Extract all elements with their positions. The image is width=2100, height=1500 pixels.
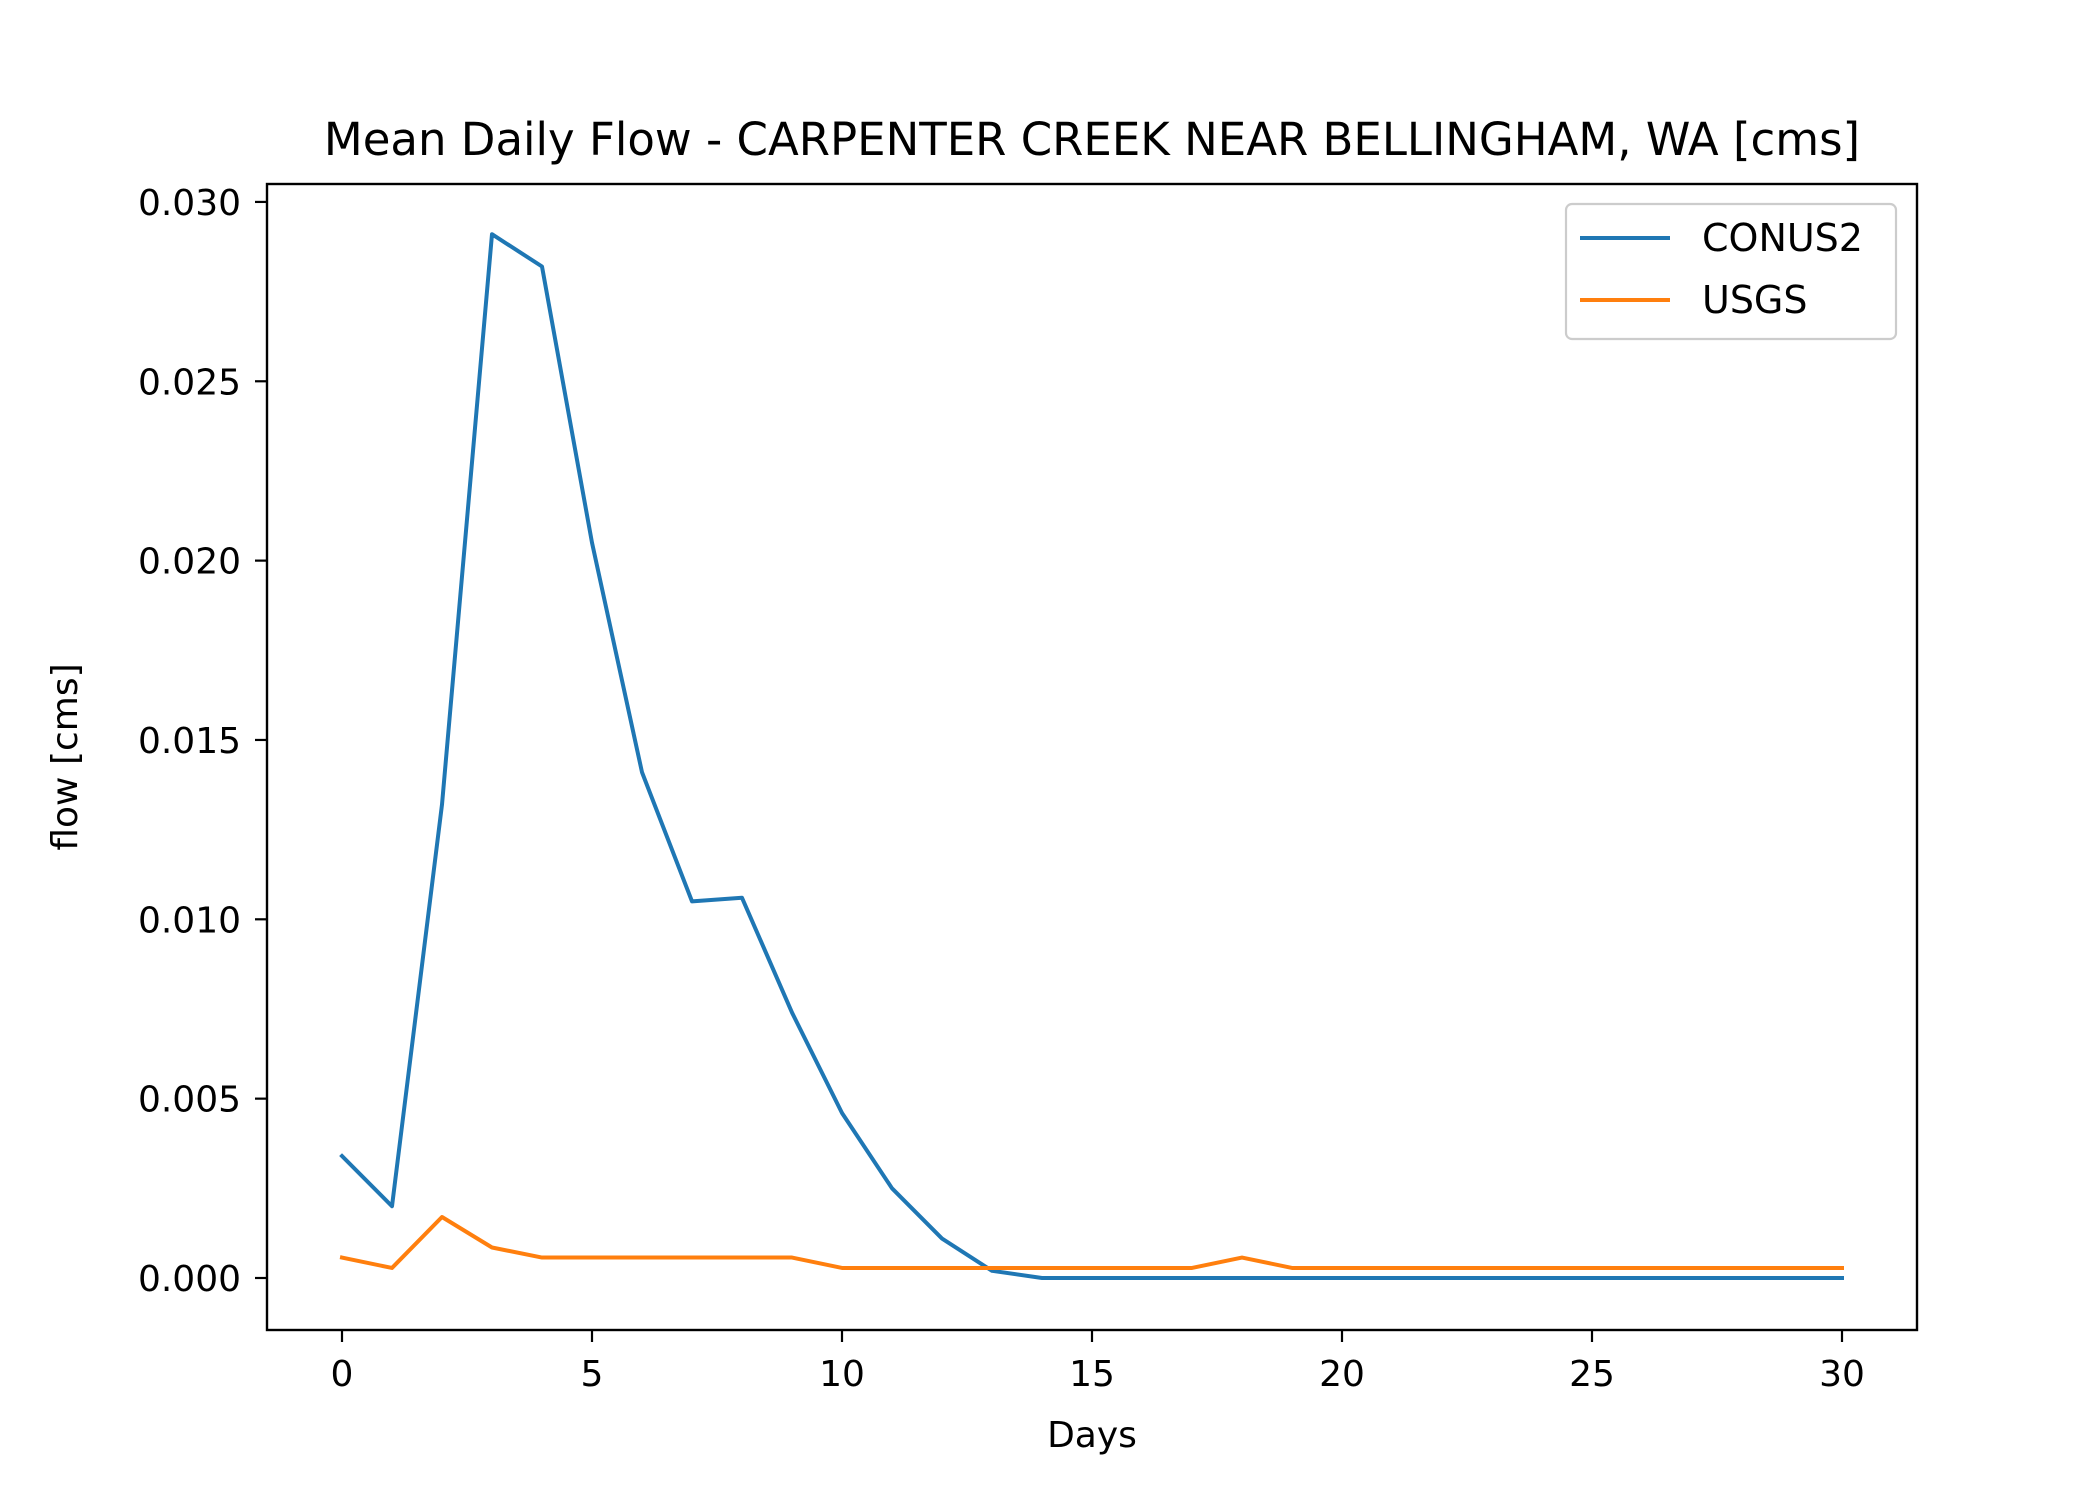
x-axis-label: Days bbox=[1047, 1415, 1137, 1456]
x-tick-label: 30 bbox=[1819, 1354, 1865, 1395]
y-tick-label: 0.000 bbox=[138, 1259, 241, 1300]
x-axis-ticks: 0 5 10 15 20 25 30 bbox=[331, 1330, 1865, 1395]
y-axis-label: flow [cms] bbox=[45, 663, 86, 850]
y-tick-label: 0.015 bbox=[138, 721, 241, 762]
x-tick-label: 15 bbox=[1069, 1354, 1115, 1395]
y-tick-label: 0.020 bbox=[138, 542, 241, 583]
y-tick-label: 0.030 bbox=[138, 183, 241, 224]
y-tick-label: 0.025 bbox=[138, 362, 241, 403]
y-tick-label: 0.005 bbox=[138, 1080, 241, 1121]
legend: CONUS2 USGS bbox=[1564, 202, 1898, 341]
series-line-conus2 bbox=[339, 232, 1844, 1280]
legend-label-conus2: CONUS2 bbox=[1702, 216, 1863, 260]
plot-frame bbox=[265, 182, 1919, 1332]
x-tick-label: 25 bbox=[1569, 1354, 1615, 1395]
x-tick-label: 5 bbox=[581, 1354, 604, 1395]
legend-label-usgs: USGS bbox=[1702, 278, 1808, 322]
series-line-usgs bbox=[339, 1215, 1844, 1270]
series-lines bbox=[339, 232, 1844, 1280]
y-tick-label: 0.010 bbox=[138, 900, 241, 941]
y-axis-ticks: 0.000 0.005 0.010 0.015 0.020 0.025 0.030 bbox=[138, 183, 267, 1300]
chart-title: Mean Daily Flow - CARPENTER CREEK NEAR B… bbox=[324, 113, 1860, 166]
x-tick-label: 10 bbox=[819, 1354, 865, 1395]
x-tick-label: 20 bbox=[1319, 1354, 1365, 1395]
x-tick-label: 0 bbox=[331, 1354, 354, 1395]
